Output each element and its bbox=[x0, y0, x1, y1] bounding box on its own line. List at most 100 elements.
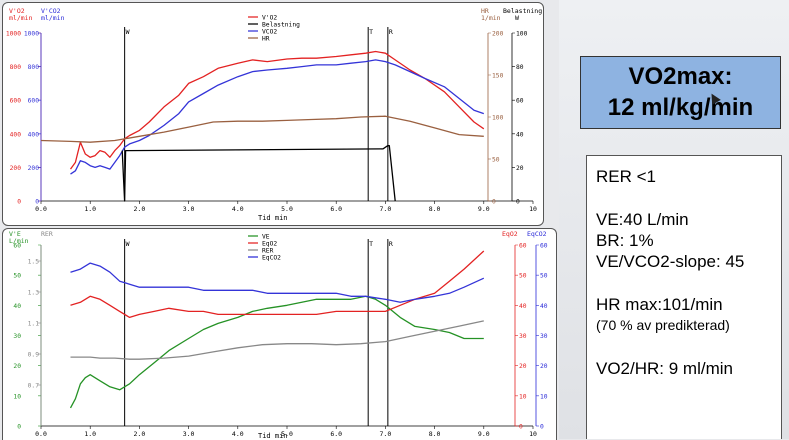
y-tick-label: 200 bbox=[10, 165, 22, 172]
ve-text: VE:40 L/min bbox=[596, 210, 689, 229]
bottom-left-axis-label-2: L/min bbox=[9, 237, 29, 245]
legend-label: RER bbox=[262, 248, 274, 255]
bottom-chart: V'E L/min RER EqO2 EqCO2 Tid min 0.0 1.0 2… bbox=[9, 230, 548, 440]
top-chart-panel: V'O2 ml/min V'CO2 ml/min HR 1/min Belast… bbox=[2, 2, 544, 226]
y-tick-label: 200 bbox=[492, 31, 504, 38]
y-tick-label: 0 bbox=[17, 199, 21, 206]
y-tick-label: 1.3 bbox=[28, 290, 40, 297]
vo2max-title-line-2: 12 ml/kg/min bbox=[607, 94, 754, 121]
x-tick-label: 2.0 bbox=[134, 205, 146, 213]
x-tick-label: 5.0 bbox=[281, 205, 293, 213]
series-line-hr bbox=[40, 115, 484, 143]
top-left-axis-label-1: V'O2 bbox=[9, 7, 25, 15]
hr-max-text: HR max:101/min bbox=[596, 295, 723, 314]
series-line-eqo2 bbox=[70, 250, 485, 319]
bottom-right-axis-label: EqO2 bbox=[502, 230, 518, 238]
legend-label: VE bbox=[262, 234, 270, 241]
x-tick-label: 9.0 bbox=[478, 430, 490, 438]
y-tick-label: 10 bbox=[13, 393, 21, 400]
x-tick-label: 9.0 bbox=[478, 205, 490, 213]
x-tick-label: 0.0 bbox=[35, 430, 47, 438]
y-tick-label: 40 bbox=[516, 131, 524, 138]
x-tick-label: 5.0 bbox=[281, 430, 293, 438]
x-tick-label: 10 bbox=[529, 430, 537, 438]
top-left-axis-label-2: ml/min bbox=[9, 14, 33, 22]
y-tick-label: 100 bbox=[516, 31, 528, 38]
y-tick-label: 60 bbox=[540, 243, 548, 250]
series-line-eqco2 bbox=[70, 262, 485, 303]
y-tick-label: 0 bbox=[492, 199, 496, 206]
y-tick-label: 60 bbox=[13, 243, 21, 250]
series-line-belastning bbox=[121, 144, 396, 202]
y-tick-label: 0 bbox=[540, 424, 544, 431]
y-tick-label: 1.5 bbox=[28, 259, 40, 266]
y-tick-label: 10 bbox=[519, 393, 527, 400]
x-tick-label: 4.0 bbox=[232, 205, 244, 213]
x-tick-label: 0.0 bbox=[35, 205, 47, 213]
y-tick-label: 40 bbox=[13, 303, 21, 310]
y-tick-label: 1000 bbox=[6, 31, 21, 38]
y-tick-label: 200 bbox=[28, 165, 40, 172]
top-chart: V'O2 ml/min V'CO2 ml/min HR 1/min Belast… bbox=[6, 7, 542, 222]
y-tick-label: 60 bbox=[519, 243, 527, 250]
y-tick-label: 40 bbox=[519, 303, 527, 310]
y-tick-label: 30 bbox=[519, 333, 527, 340]
y-tick-label: 600 bbox=[28, 98, 40, 105]
x-tick-label: 6.0 bbox=[330, 205, 342, 213]
y-tick-label: 60 bbox=[516, 98, 524, 105]
vo2max-title-box: VO2max: 12 ml/kg/min bbox=[580, 56, 781, 129]
y-tick-label: 20 bbox=[13, 363, 21, 370]
x-tick-label: 7.0 bbox=[380, 430, 392, 438]
marker-label-W: W bbox=[126, 240, 130, 248]
top-x-axis-label: Tid min bbox=[258, 214, 288, 222]
x-tick-label: 2.0 bbox=[134, 430, 146, 438]
x-tick-label: 8.0 bbox=[429, 205, 441, 213]
x-tick-label: 6.0 bbox=[330, 430, 342, 438]
y-tick-label: 10 bbox=[540, 393, 548, 400]
y-tick-label: 400 bbox=[28, 131, 40, 138]
y-tick-label: 20 bbox=[516, 165, 524, 172]
legend-label: Belastning bbox=[262, 22, 300, 29]
marker-label-R: R bbox=[389, 28, 393, 36]
y-tick-label: 0 bbox=[35, 199, 39, 206]
summary-box: RER <1 VE:40 L/min BR: 1% VE/VCO2-slope:… bbox=[586, 155, 782, 439]
legend-label: V'O2 bbox=[262, 15, 277, 22]
marker-label-W: W bbox=[126, 28, 130, 36]
y-tick-label: 30 bbox=[13, 333, 21, 340]
legend-label: EqCO2 bbox=[262, 255, 281, 262]
y-tick-label: 400 bbox=[10, 131, 22, 138]
series-line-rer bbox=[70, 320, 484, 360]
bottom-x-axis-label: Tid min bbox=[258, 432, 288, 440]
x-tick-label: 3.0 bbox=[183, 205, 195, 213]
y-tick-label: 0 bbox=[516, 199, 520, 206]
top-right2-axis-label-2: W bbox=[515, 14, 519, 22]
x-tick-label: 1.0 bbox=[84, 205, 96, 213]
y-tick-label: 80 bbox=[516, 64, 524, 71]
y-tick-label: 800 bbox=[10, 64, 22, 71]
y-tick-label: 50 bbox=[492, 157, 500, 164]
y-tick-label: 0 bbox=[519, 424, 523, 431]
series-line-vo2 bbox=[69, 50, 485, 170]
top-right-axis-label-1: HR bbox=[481, 7, 489, 15]
vo2max-title-line-1: VO2max: bbox=[628, 63, 733, 90]
br-text: BR: 1% bbox=[596, 231, 654, 250]
y-tick-label: 50 bbox=[519, 273, 527, 280]
y-tick-label: 0.9 bbox=[28, 352, 40, 359]
y-tick-label: 20 bbox=[540, 363, 548, 370]
top-left2-axis-label-2: ml/min bbox=[41, 14, 65, 22]
x-tick-label: 1.0 bbox=[84, 430, 96, 438]
marker-label-R: R bbox=[389, 240, 393, 248]
x-tick-label: 3.0 bbox=[183, 430, 195, 438]
bottom-left2-axis-label: RER bbox=[41, 230, 53, 238]
x-tick-label: 7.0 bbox=[380, 205, 392, 213]
bottom-right2-axis-label: EqCO2 bbox=[527, 230, 547, 238]
y-tick-label: 100 bbox=[492, 115, 504, 122]
rer-text: RER <1 bbox=[596, 167, 656, 186]
bottom-chart-panel: V'E L/min RER EqO2 EqCO2 Tid min 0.0 1.0 2… bbox=[2, 228, 557, 440]
y-tick-label: 600 bbox=[10, 98, 22, 105]
marker-label-T: T bbox=[369, 240, 373, 248]
x-tick-label: 4.0 bbox=[232, 430, 244, 438]
series-line-ve bbox=[69, 295, 484, 409]
top-left2-axis-label-1: V'CO2 bbox=[41, 7, 61, 15]
y-tick-label: 1000 bbox=[24, 31, 39, 38]
